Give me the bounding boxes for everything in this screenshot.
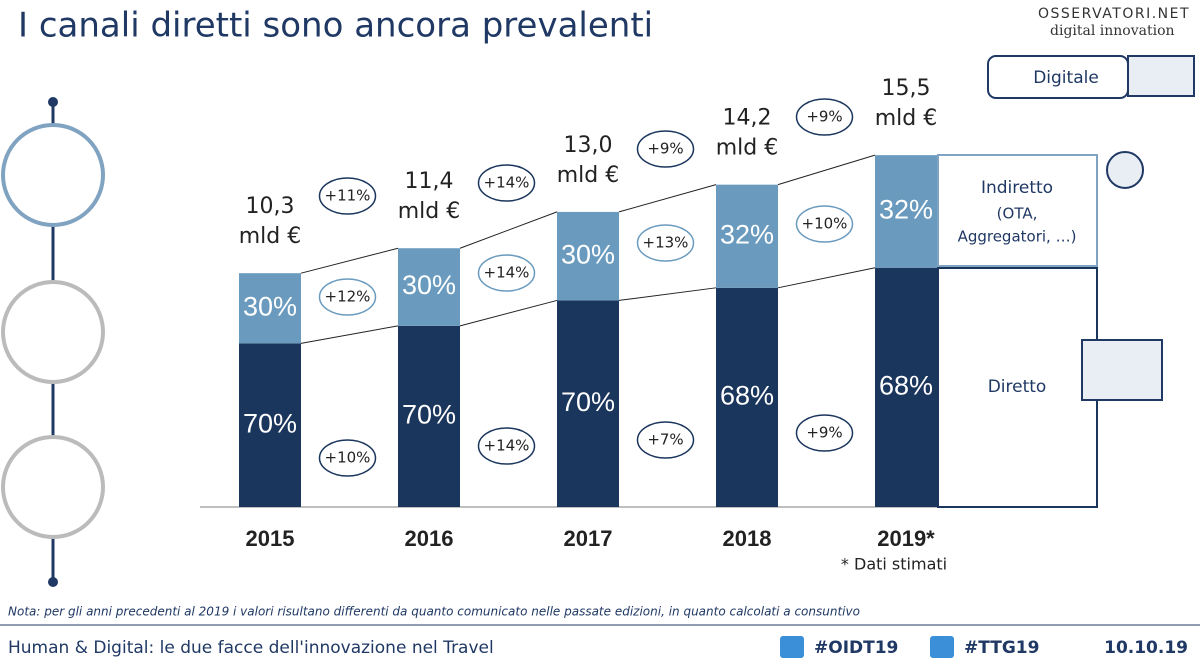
- connector: [300, 247, 399, 274]
- footer-text: Human & Digital: le due facce dell'innov…: [8, 638, 494, 658]
- x-tick-label: 2016: [405, 526, 454, 551]
- x-tick-label: 2019*: [877, 526, 935, 551]
- growth-label: +11%: [325, 187, 371, 205]
- growth-label: +14%: [484, 264, 530, 282]
- segment-label: 70%: [402, 400, 456, 430]
- footnote: * Dati stimati: [841, 555, 947, 574]
- badge: Digitale: [1033, 68, 1099, 88]
- connector: [777, 154, 876, 186]
- growth-bubble: [318, 177, 377, 215]
- segment-label: 30%: [561, 239, 615, 269]
- growth-label: +14%: [484, 437, 530, 455]
- segment-label: 30%: [243, 291, 297, 321]
- legend-label: Diretto: [988, 377, 1047, 397]
- legend-note: (OTA,: [997, 205, 1038, 223]
- icon-agent: [1106, 151, 1144, 189]
- total-label: 15,5: [882, 76, 931, 101]
- logo-sub: digital innovation: [1050, 23, 1175, 39]
- connector: [777, 267, 876, 289]
- logo: OSSERVATORI.NET: [1038, 6, 1190, 22]
- tag: #OIDT19: [814, 638, 898, 658]
- segment-label: 70%: [561, 387, 615, 417]
- growth-bubble: [795, 98, 854, 136]
- icon-monitor: [1081, 339, 1163, 401]
- growth-bubble: [636, 421, 695, 459]
- legend-note: Aggregatori, …): [958, 228, 1077, 246]
- growth-bubble: [795, 205, 854, 243]
- segment-label: 68%: [879, 370, 933, 400]
- total-label: 13,0: [564, 133, 613, 158]
- connector: [459, 211, 558, 249]
- legend-diretto-box: [937, 267, 1098, 508]
- growth-label: +12%: [325, 288, 371, 306]
- growth-label: +13%: [643, 234, 689, 252]
- total-label: 14,2: [723, 106, 772, 131]
- growth-bubble: [477, 164, 536, 202]
- tag: #TTG19: [964, 638, 1039, 658]
- connector: [300, 325, 399, 344]
- growth-bubble: [477, 254, 536, 292]
- icon-laptop: [1127, 55, 1195, 97]
- bar-segment: [716, 287, 778, 507]
- growth-bubble: [636, 224, 695, 262]
- bar-segment: [557, 300, 619, 507]
- x-tick-label: 2018: [723, 526, 772, 551]
- note: Nota: per gli anni precedenti al 2019 i …: [8, 605, 860, 619]
- segment-label: 68%: [720, 381, 774, 411]
- segment-label: 32%: [879, 195, 933, 225]
- bar-segment: [557, 211, 619, 301]
- x-tick-label: 2015: [246, 526, 295, 551]
- unit-label: mld €: [557, 163, 620, 188]
- bar-segment: [398, 248, 460, 326]
- connector: [618, 287, 717, 301]
- segment-label: 30%: [402, 270, 456, 300]
- connector: [459, 299, 558, 327]
- dot: [48, 97, 58, 107]
- growth-label: +9%: [806, 424, 842, 442]
- unit-label: mld €: [239, 224, 302, 249]
- growth-bubble: [477, 427, 536, 465]
- growth-label: +10%: [325, 449, 371, 467]
- growth-label: +9%: [806, 108, 842, 126]
- unit-label: mld €: [398, 199, 461, 224]
- dot: [48, 577, 58, 587]
- icon-chart: [1, 123, 105, 227]
- growth-label: +7%: [647, 431, 683, 449]
- growth-bubble: [795, 414, 854, 452]
- icon-home: [1, 435, 105, 539]
- x-tick-label: 2017: [564, 526, 613, 551]
- unit-label: mld €: [716, 136, 779, 161]
- connector: [618, 184, 717, 213]
- growth-label: +14%: [484, 174, 530, 192]
- bar-segment: [875, 267, 937, 507]
- bar-segment: [716, 184, 778, 288]
- growth-bubble: [318, 439, 377, 477]
- growth-label: +10%: [802, 215, 848, 233]
- unit-label: mld €: [875, 106, 938, 131]
- bar-segment: [875, 155, 937, 268]
- segment-label: 70%: [243, 408, 297, 438]
- bar-segment: [239, 343, 301, 507]
- total-label: 10,3: [246, 194, 295, 219]
- icon-travel: [1, 280, 105, 384]
- legend-indiretto-box: [937, 154, 1098, 267]
- twitter-icon: [930, 636, 954, 658]
- growth-bubble: [636, 130, 695, 168]
- date: 10.10.19: [1104, 638, 1188, 658]
- bar-segment: [398, 325, 460, 507]
- growth-bubble: [318, 278, 377, 316]
- growth-label: +9%: [647, 140, 683, 158]
- total-label: 11,4: [405, 169, 454, 194]
- legend-label: Indiretto: [981, 178, 1053, 198]
- title: I canali diretti sono ancora prevalenti: [18, 6, 653, 46]
- segment-label: 32%: [720, 219, 774, 249]
- twitter-icon: [780, 636, 804, 658]
- bar-segment: [239, 273, 301, 344]
